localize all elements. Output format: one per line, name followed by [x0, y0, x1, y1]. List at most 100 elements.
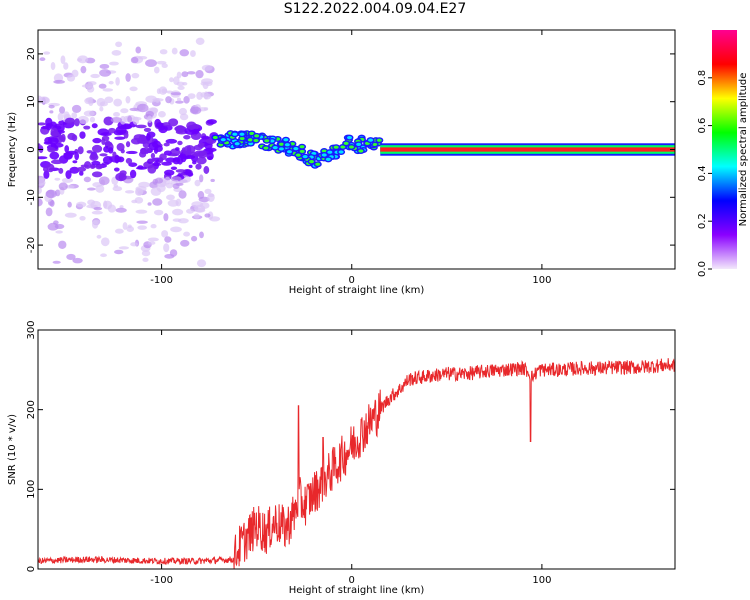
heatmap-blob — [47, 146, 56, 153]
heatmap-blob — [170, 166, 178, 171]
heatmap-blob — [53, 79, 66, 84]
heatmap-blob — [90, 73, 100, 79]
heatmap-blob — [114, 249, 124, 255]
heatmap-blob — [208, 193, 215, 198]
heatmap-blob — [162, 122, 171, 127]
heatmap-blob — [166, 90, 173, 94]
heatmap-blob — [103, 116, 114, 126]
heatmap-blob — [203, 93, 212, 100]
heatmap-blob — [48, 104, 55, 109]
heatmap-blob — [178, 107, 188, 116]
heatmap-blob — [130, 242, 138, 247]
heatmap-blob — [45, 189, 57, 199]
heatmap-marks — [38, 37, 675, 268]
heatmap-blob — [278, 142, 284, 146]
heatmap-blob — [206, 119, 217, 125]
heatmap-blob — [192, 160, 197, 165]
heatmap-blob — [141, 250, 151, 257]
heatmap-blob — [136, 220, 148, 224]
heatmap-xtick-label: 100 — [532, 275, 551, 286]
heatmap-blob — [122, 222, 128, 230]
heatmap-blob — [167, 199, 179, 207]
colorbar-tick-label: 0.6 — [697, 118, 708, 134]
heatmap-blob — [95, 163, 104, 170]
heatmap-blob — [58, 182, 68, 191]
heatmap-blob — [147, 115, 153, 123]
heatmap-blob — [293, 147, 299, 151]
heatmap-blob — [137, 225, 148, 230]
heatmap-blob — [143, 127, 152, 132]
heatmap-blob — [113, 112, 120, 117]
heatmap-blob — [299, 149, 305, 154]
heatmap-blob — [204, 213, 211, 218]
colorbar-tick-label: 0.8 — [697, 70, 708, 86]
heatmap-blob — [129, 169, 137, 179]
heatmap-blob — [43, 170, 50, 179]
heatmap-blob — [65, 170, 72, 179]
heatmap-blob — [195, 37, 205, 45]
heatmap-blob — [220, 138, 226, 142]
heatmap-blob — [152, 198, 163, 206]
heatmap-blob — [189, 106, 202, 115]
heatmap-blob — [98, 176, 110, 185]
heatmap-blob — [185, 155, 196, 160]
heatmap-blob — [150, 224, 157, 229]
heatmap-blob — [59, 106, 66, 114]
heatmap-blob — [92, 137, 102, 144]
heatmap-blob — [253, 138, 259, 143]
heatmap-blob — [272, 145, 278, 150]
line-marks — [38, 358, 675, 569]
heatmap-blob — [177, 140, 183, 146]
heatmap-blob — [185, 172, 194, 177]
heatmap-blob — [45, 207, 53, 217]
heatmap-blob — [72, 257, 83, 264]
heatmap-blob — [125, 150, 138, 155]
heatmap-blob — [115, 207, 127, 213]
heatmap-blob — [153, 66, 160, 74]
heatmap-blob — [51, 159, 63, 165]
heatmap-blob — [113, 98, 123, 107]
heatmap-blob — [283, 138, 289, 142]
heatmap-blob — [321, 149, 327, 153]
heatmap-blob — [79, 170, 84, 176]
heatmap-blob — [119, 205, 124, 209]
heatmap-blob — [147, 241, 156, 245]
heatmap-blob — [140, 147, 152, 153]
heatmap-blob — [249, 131, 255, 136]
heatmap-blob — [196, 259, 207, 268]
heatmap-blob — [145, 133, 151, 141]
heatmap-blob — [53, 220, 59, 225]
heatmap-blob — [176, 155, 184, 165]
heatmap-blob — [340, 145, 346, 149]
heatmap-ylabel: Frequency (Hz) — [7, 112, 18, 188]
heatmap-blob — [196, 91, 203, 100]
heatmap-blob — [86, 187, 96, 191]
heatmap-blob — [103, 200, 113, 210]
heatmap-blob — [100, 253, 107, 258]
colorbar-tick-label: 0.2 — [697, 213, 708, 229]
heatmap-blob — [161, 230, 169, 238]
heatmap-blob — [129, 86, 138, 92]
heatmap-blob — [163, 243, 170, 253]
heatmap-blob — [163, 150, 172, 156]
heatmap-blob — [91, 144, 103, 153]
heatmap-blob — [165, 157, 177, 163]
heatmap-blob — [99, 106, 104, 112]
heatmap-blob — [254, 134, 260, 138]
heatmap-blob — [263, 146, 269, 150]
heatmap-blob — [91, 123, 98, 129]
heatmap-blob — [111, 49, 122, 56]
heatmap-blob — [86, 150, 93, 154]
heatmap-xtick-label: -100 — [150, 275, 173, 286]
heatmap-blob — [89, 153, 99, 161]
heatmap-blob — [89, 163, 96, 169]
line-xtick-label: 100 — [532, 575, 551, 586]
heatmap-blob — [178, 190, 187, 199]
colorbar — [712, 30, 737, 269]
heatmap-blob — [333, 145, 339, 149]
heatmap-blob — [87, 81, 97, 86]
heatmap-blob — [60, 55, 66, 64]
heatmap-blob — [130, 56, 139, 64]
heatmap-blob — [186, 121, 197, 130]
heatmap-blob — [147, 202, 152, 206]
